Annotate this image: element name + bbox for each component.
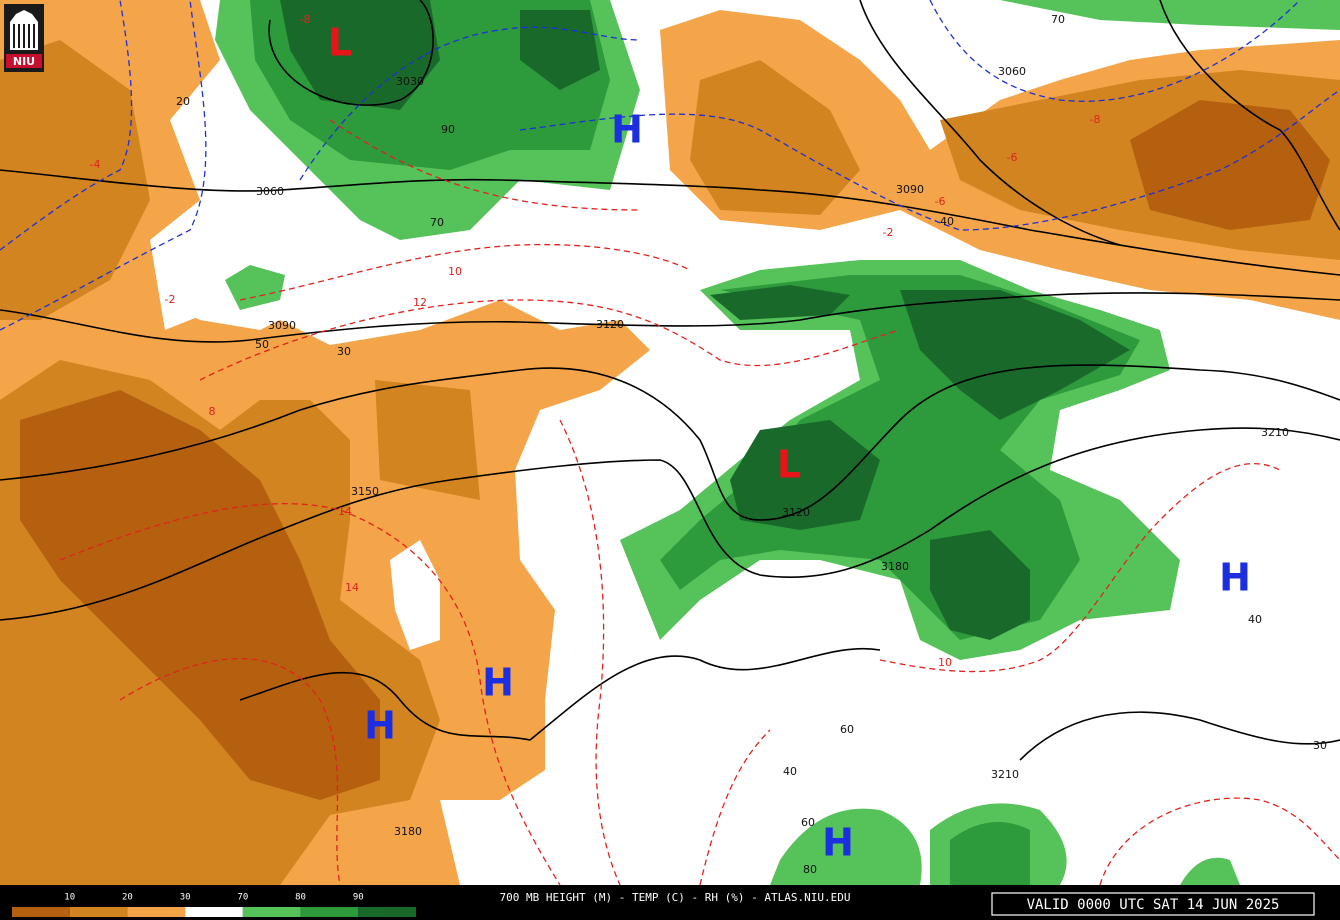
pressure-center: L bbox=[328, 21, 352, 65]
rh-label: 40 bbox=[783, 765, 797, 778]
temperature-label: -8 bbox=[300, 13, 311, 26]
temperature-label: -6 bbox=[935, 195, 946, 208]
legend-swatch bbox=[12, 907, 70, 917]
rh-label: 40 bbox=[1248, 613, 1262, 626]
pressure-center: H bbox=[482, 661, 514, 705]
logo: NIU bbox=[4, 4, 44, 72]
rh-dark-brown bbox=[20, 390, 380, 800]
pressure-center: H bbox=[611, 108, 643, 152]
legend-label: 30 bbox=[180, 893, 191, 903]
rh-label: 30 bbox=[1313, 739, 1327, 752]
height-contours bbox=[0, 0, 1340, 761]
temperature-label: 10 bbox=[938, 656, 952, 669]
temperature-label: -8 bbox=[1090, 113, 1101, 126]
rh-white-hole bbox=[160, 200, 440, 650]
temperature-label: 12 bbox=[413, 296, 427, 309]
pressure-center: H bbox=[822, 821, 854, 865]
rh-label: 40 bbox=[940, 215, 954, 228]
valid-box bbox=[991, 892, 1315, 916]
legend-swatch bbox=[185, 907, 243, 917]
height-label: 3030 bbox=[396, 75, 424, 88]
rh-label: 90 bbox=[441, 123, 455, 136]
legend-label: 10 bbox=[64, 893, 75, 903]
height-label: 3180 bbox=[881, 560, 909, 573]
legend: 10 20 30 70 80 90 bbox=[12, 893, 416, 917]
height-label: 3090 bbox=[268, 319, 296, 332]
height-label: 3210 bbox=[1261, 426, 1289, 439]
legend-label: 90 bbox=[353, 893, 364, 903]
temperature-contours bbox=[59, 119, 1340, 886]
temperature-label: 14 bbox=[338, 505, 352, 518]
rh-label: 50 bbox=[255, 338, 269, 351]
height-label: 3120 bbox=[596, 318, 624, 331]
height-label: 3180 bbox=[394, 825, 422, 838]
pressure-center: L bbox=[777, 443, 801, 487]
height-label: 3060 bbox=[998, 65, 1026, 78]
legend-label: 80 bbox=[295, 893, 306, 903]
rh-dark-brown-ne bbox=[1130, 100, 1330, 230]
legend-label: 20 bbox=[122, 893, 133, 903]
logo-columns bbox=[13, 24, 35, 48]
pressure-center: H bbox=[1219, 556, 1251, 600]
logo-band bbox=[6, 54, 42, 68]
legend-swatch bbox=[300, 907, 359, 917]
legend-label: 70 bbox=[237, 893, 248, 903]
rh-label: 60 bbox=[840, 723, 854, 736]
cold-temperature-contours bbox=[0, 0, 1340, 331]
temperature-label: -2 bbox=[883, 226, 894, 239]
temperature-label: 14 bbox=[345, 581, 359, 594]
height-label: 3150 bbox=[351, 485, 379, 498]
height-label: 3120 bbox=[782, 506, 810, 519]
legend-swatch bbox=[242, 907, 301, 917]
legend-swatch bbox=[69, 907, 128, 917]
height-label: 3210 bbox=[991, 768, 1019, 781]
valid-time: VALID 0000 UTC SAT 14 JUN 2025 bbox=[1027, 897, 1280, 913]
logo-text: NIU bbox=[13, 55, 35, 68]
rh-label: 30 bbox=[337, 345, 351, 358]
map-labels: LHLHHHH303030603090306030903120315031203… bbox=[90, 13, 1327, 876]
legend-swatch bbox=[127, 907, 186, 917]
temperature-label: 10 bbox=[448, 265, 462, 278]
legend-swatch bbox=[358, 907, 416, 917]
height-label: 3090 bbox=[896, 183, 924, 196]
temperature-label: -6 bbox=[1007, 151, 1018, 164]
rh-label: 20 bbox=[176, 95, 190, 108]
rh-dark-green bbox=[280, 0, 1130, 640]
product-title: 700 MB HEIGHT (M) - TEMP (C) - RH (%) - … bbox=[500, 891, 851, 904]
rh-label: 80 bbox=[803, 863, 817, 876]
rh-label: 60 bbox=[801, 816, 815, 829]
pressure-center: H bbox=[364, 704, 396, 748]
temperature-label: 8 bbox=[209, 405, 216, 418]
rh-label: 70 bbox=[430, 216, 444, 229]
temperature-label: -2 bbox=[165, 293, 176, 306]
rh-label: 70 bbox=[1051, 13, 1065, 26]
temperature-label: -4 bbox=[90, 158, 101, 171]
height-label: 3060 bbox=[256, 185, 284, 198]
